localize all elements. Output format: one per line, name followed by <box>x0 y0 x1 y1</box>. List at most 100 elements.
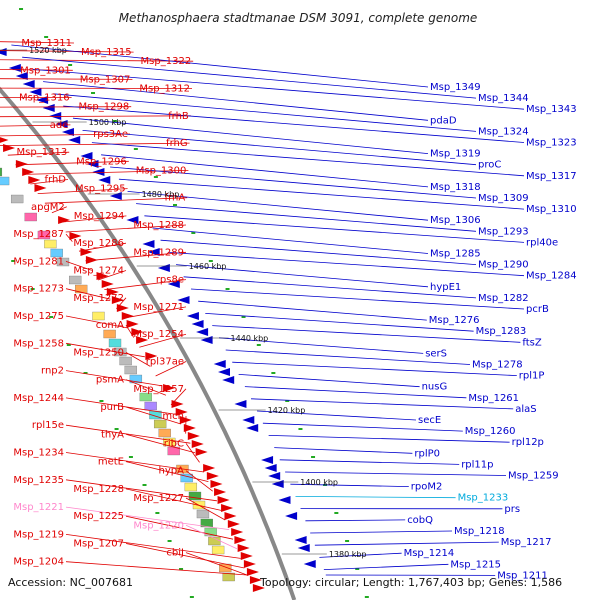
left-gene-label: Msp_1271 <box>133 302 184 313</box>
left-gene-label: comA <box>96 320 124 331</box>
left-gene-label: Msp_1272 <box>73 293 124 304</box>
guide-dot <box>256 344 261 346</box>
right-leader-line <box>323 563 449 570</box>
feature-band <box>37 230 51 240</box>
left-leader-line <box>65 452 205 473</box>
forward-gene-arrow <box>126 320 139 328</box>
forward-gene-arrow <box>231 528 244 536</box>
reverse-gene-arrow <box>80 152 93 160</box>
right-leader-line <box>53 93 477 132</box>
forward-gene-arrow <box>195 448 208 456</box>
left-gene-label: Msp_1289 <box>133 247 184 258</box>
feature-band <box>222 572 235 582</box>
reverse-gene-arrow <box>234 400 247 408</box>
right-gene-label: alaS <box>515 404 536 415</box>
forward-gene-arrow <box>206 472 219 480</box>
genome-summary-text: Topology: circular; Length: 1,767,403 bp… <box>259 576 562 589</box>
guide-dot <box>189 596 194 598</box>
left-gene-label: Msp_1288 <box>133 220 184 231</box>
reverse-gene-arrow <box>29 88 42 96</box>
feature-band <box>103 329 116 339</box>
forward-gene-arrow <box>203 464 216 472</box>
forward-gene-arrow <box>234 536 247 544</box>
left-leader-line <box>58 215 127 223</box>
feature-band <box>69 275 82 285</box>
right-gene-label: Msp_1285 <box>430 249 481 260</box>
guide-dot <box>271 372 276 374</box>
feature-band <box>188 491 202 501</box>
left-leader-line <box>125 352 151 367</box>
left-leader-line <box>185 497 226 521</box>
right-gene-label: Msp_1218 <box>454 526 505 537</box>
label-leader-lines <box>0 41 525 576</box>
guide-dot <box>68 64 73 66</box>
left-leader-line <box>0 124 71 127</box>
scale-label: 1420 kbp <box>268 406 306 415</box>
right-gene-label: Msp_1318 <box>430 182 481 193</box>
guide-dot <box>44 36 49 38</box>
right-gene-label: Msp_1276 <box>429 315 480 326</box>
right-leader-line <box>136 203 477 232</box>
guide-dot <box>91 92 96 94</box>
left-leader-line <box>125 461 209 482</box>
left-gene-label: psmA <box>96 375 124 386</box>
right-gene-labels: Msp_1349Msp_1344Msp_1343pdaDMsp_1324Msp_… <box>404 82 577 581</box>
guide-dot <box>114 428 119 430</box>
left-leader-line <box>125 379 167 396</box>
forward-gene-arrow <box>145 352 158 360</box>
right-leader-line <box>232 361 517 376</box>
forward-gene-arrow <box>249 576 262 584</box>
forward-gene-arrow <box>224 512 237 520</box>
feature-band <box>0 176 10 186</box>
left-leader-line <box>65 479 217 502</box>
guide-dot <box>153 176 158 178</box>
forward-gene-arrow <box>131 328 144 336</box>
reverse-gene-arrow <box>68 136 81 144</box>
left-leader-line <box>0 41 75 44</box>
right-gene-label: rpl1P <box>519 371 545 382</box>
feature-band <box>119 356 132 366</box>
left-leader-line <box>0 50 134 53</box>
forward-gene-arrow <box>243 560 256 568</box>
left-leader-line <box>65 342 145 358</box>
left-leader-line <box>185 443 200 463</box>
scale-label: 1400 kbp <box>300 478 338 487</box>
right-gene-label: Msp_1283 <box>476 326 527 337</box>
guide-dot <box>298 428 303 430</box>
forward-gene-arrow <box>58 216 71 224</box>
right-gene-label: ftsZ <box>522 337 541 348</box>
right-gene-label: rpoM2 <box>411 482 443 493</box>
right-leader-line <box>285 471 507 476</box>
forward-gene-arrow <box>136 336 149 344</box>
right-gene-label: pdaD <box>430 115 457 126</box>
left-leader-line <box>0 142 190 146</box>
left-gene-label: Msp_1204 <box>13 557 64 568</box>
left-leader-line <box>65 224 187 233</box>
right-leader-line <box>32 69 525 110</box>
left-leader-line <box>125 406 181 425</box>
reverse-gene-arrow <box>92 168 105 176</box>
feature-band <box>158 428 171 438</box>
left-leader-line <box>125 433 196 454</box>
right-leader-line <box>274 447 413 454</box>
left-leader-line <box>65 370 161 386</box>
right-gene-label: Msp_1211 <box>497 570 548 581</box>
feature-band <box>200 518 213 528</box>
left-leader-line <box>125 488 222 511</box>
left-gene-label: frhB <box>168 111 189 122</box>
left-gene-label: frhA <box>165 193 186 204</box>
right-leader-line <box>22 56 477 99</box>
scale-label: 1380 kbp <box>329 550 367 559</box>
left-leader-line <box>185 470 213 492</box>
left-gene-label: Msp_1315 <box>81 47 132 58</box>
left-leader-line <box>65 561 248 576</box>
right-gene-label: Msp_1306 <box>430 215 481 226</box>
right-leader-line <box>310 530 453 534</box>
reverse-gene-arrow <box>271 480 284 488</box>
reverse-gene-arrow <box>186 312 199 320</box>
reverse-gene-arrow <box>285 512 298 520</box>
right-gene-label: rpl12p <box>512 437 544 448</box>
right-gene-label: hypE1 <box>430 282 461 293</box>
left-leader-line <box>65 397 177 415</box>
left-gene-label: Msp_1220 <box>133 520 184 531</box>
